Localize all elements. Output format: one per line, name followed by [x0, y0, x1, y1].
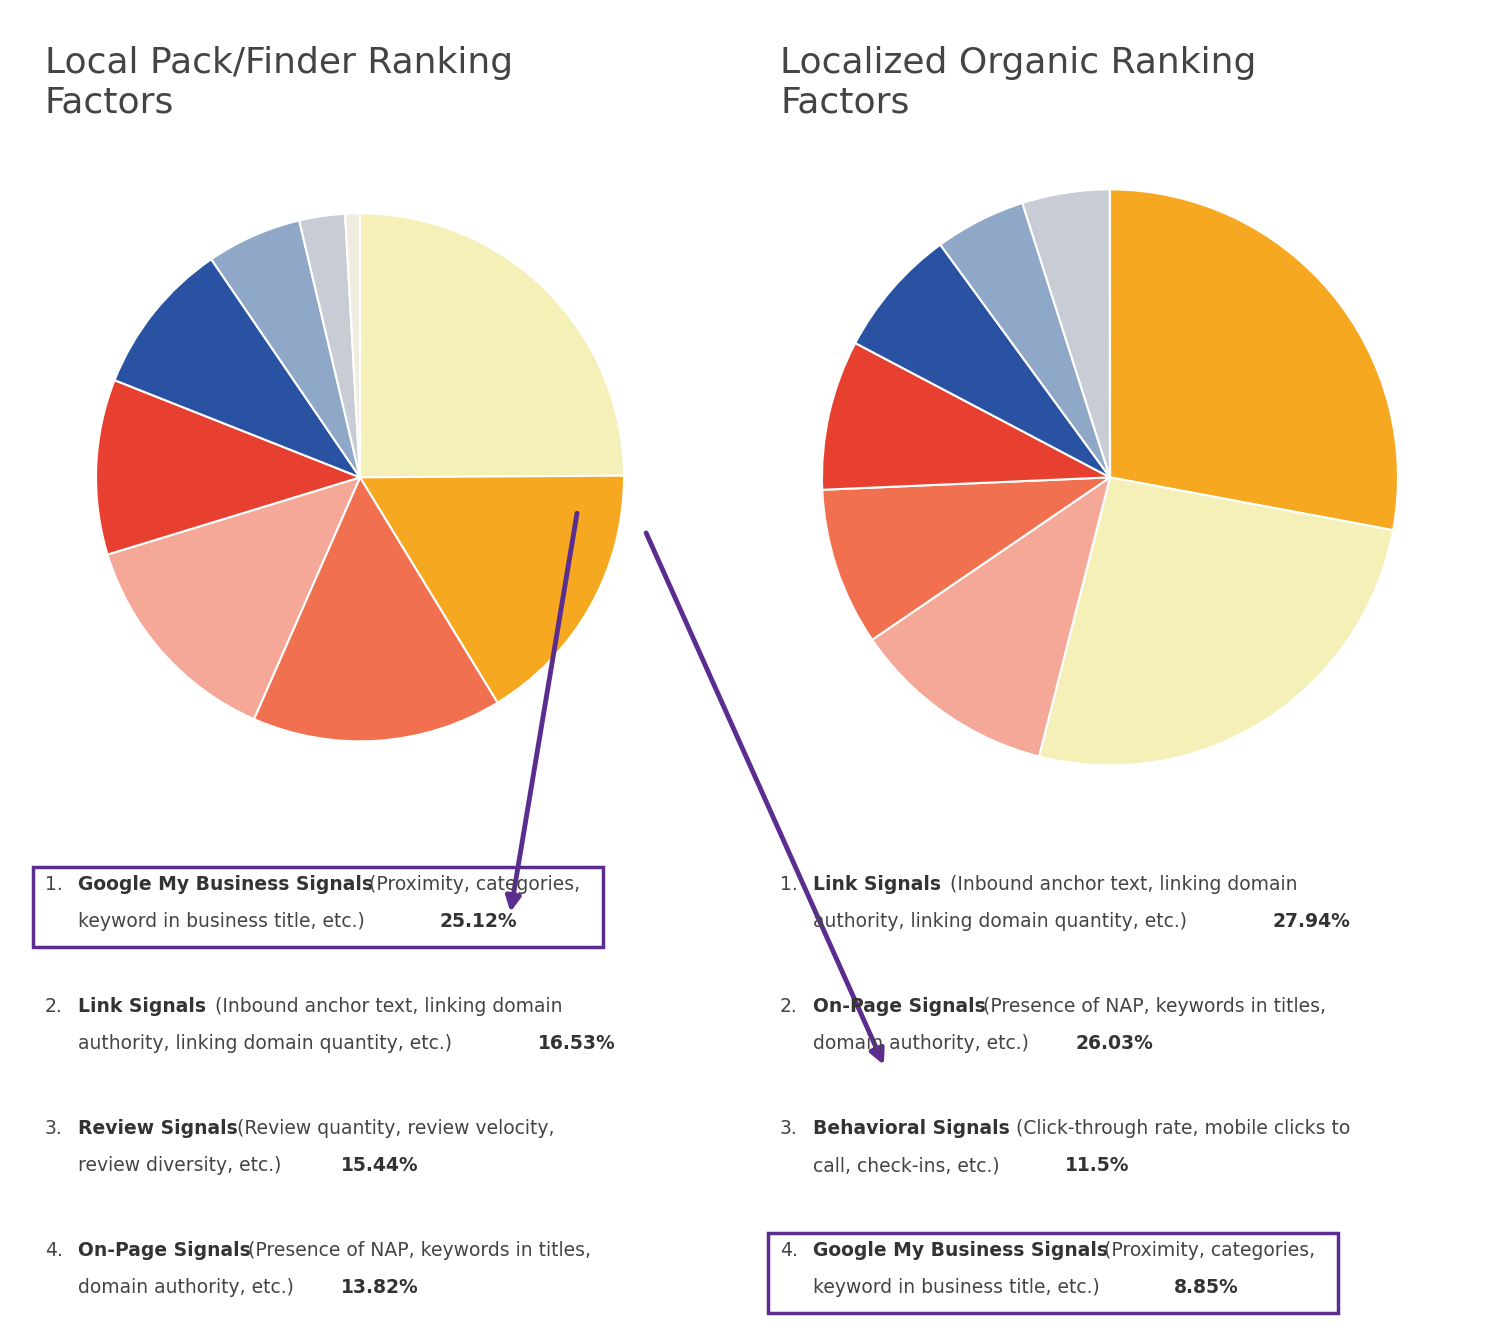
Text: authority, linking domain quantity, etc.): authority, linking domain quantity, etc.… — [78, 1034, 458, 1053]
Wedge shape — [96, 381, 360, 554]
Wedge shape — [940, 203, 1110, 477]
Text: Review Signals: Review Signals — [78, 1119, 237, 1138]
Text: Localized Organic Ranking
Factors: Localized Organic Ranking Factors — [780, 46, 1257, 119]
Wedge shape — [1023, 190, 1110, 477]
Text: (Review quantity, review velocity,: (Review quantity, review velocity, — [231, 1119, 555, 1138]
Text: domain authority, etc.): domain authority, etc.) — [813, 1034, 1035, 1053]
Text: 27.94%: 27.94% — [1274, 912, 1352, 931]
Text: 2.: 2. — [45, 997, 63, 1016]
Text: 2.: 2. — [780, 997, 798, 1016]
Wedge shape — [1040, 477, 1394, 765]
Text: On-Page Signals: On-Page Signals — [78, 1241, 251, 1260]
Wedge shape — [822, 477, 1110, 639]
Text: 1.: 1. — [780, 875, 798, 894]
Text: domain authority, etc.): domain authority, etc.) — [78, 1278, 300, 1297]
Wedge shape — [871, 477, 1110, 756]
Wedge shape — [360, 476, 624, 703]
Text: call, check-ins, etc.): call, check-ins, etc.) — [813, 1156, 1005, 1175]
Text: keyword in business title, etc.): keyword in business title, etc.) — [813, 1278, 1106, 1297]
Text: review diversity, etc.): review diversity, etc.) — [78, 1156, 288, 1175]
Text: keyword in business title, etc.): keyword in business title, etc.) — [78, 912, 370, 931]
Text: authority, linking domain quantity, etc.): authority, linking domain quantity, etc.… — [813, 912, 1192, 931]
Text: Google My Business Signals: Google My Business Signals — [813, 1241, 1108, 1260]
Text: Behavioral Signals: Behavioral Signals — [813, 1119, 1010, 1138]
Text: 1.: 1. — [45, 875, 63, 894]
Text: 4.: 4. — [780, 1241, 798, 1260]
Wedge shape — [360, 213, 624, 477]
Wedge shape — [108, 477, 360, 719]
Text: (Presence of NAP, keywords in titles,: (Presence of NAP, keywords in titles, — [978, 997, 1326, 1016]
Text: (Proximity, categories,: (Proximity, categories, — [363, 875, 580, 894]
Text: (Inbound anchor text, linking domain: (Inbound anchor text, linking domain — [210, 997, 562, 1016]
Wedge shape — [254, 477, 498, 741]
Text: 8.85%: 8.85% — [1174, 1278, 1239, 1297]
Wedge shape — [298, 213, 360, 477]
Wedge shape — [114, 260, 360, 477]
Text: (Click-through rate, mobile clicks to: (Click-through rate, mobile clicks to — [1010, 1119, 1350, 1138]
Text: On-Page Signals: On-Page Signals — [813, 997, 986, 1016]
Wedge shape — [822, 343, 1110, 489]
Text: (Inbound anchor text, linking domain: (Inbound anchor text, linking domain — [945, 875, 1298, 894]
Text: Link Signals: Link Signals — [78, 997, 206, 1016]
Text: 3.: 3. — [780, 1119, 798, 1138]
Text: 11.5%: 11.5% — [1065, 1156, 1130, 1175]
Wedge shape — [1110, 190, 1398, 530]
Text: (Presence of NAP, keywords in titles,: (Presence of NAP, keywords in titles, — [243, 1241, 591, 1260]
Wedge shape — [211, 220, 360, 477]
Text: Local Pack/Finder Ranking
Factors: Local Pack/Finder Ranking Factors — [45, 46, 513, 119]
Wedge shape — [345, 213, 360, 477]
Wedge shape — [855, 245, 1110, 477]
Text: Link Signals: Link Signals — [813, 875, 940, 894]
Text: 3.: 3. — [45, 1119, 63, 1138]
Text: 25.12%: 25.12% — [440, 912, 518, 931]
Text: Google My Business Signals: Google My Business Signals — [78, 875, 374, 894]
Text: 4.: 4. — [45, 1241, 63, 1260]
Text: 16.53%: 16.53% — [538, 1034, 615, 1053]
Text: (Proximity, categories,: (Proximity, categories, — [1098, 1241, 1316, 1260]
Text: 15.44%: 15.44% — [340, 1156, 418, 1175]
Text: 26.03%: 26.03% — [1076, 1034, 1154, 1053]
Text: 13.82%: 13.82% — [340, 1278, 418, 1297]
